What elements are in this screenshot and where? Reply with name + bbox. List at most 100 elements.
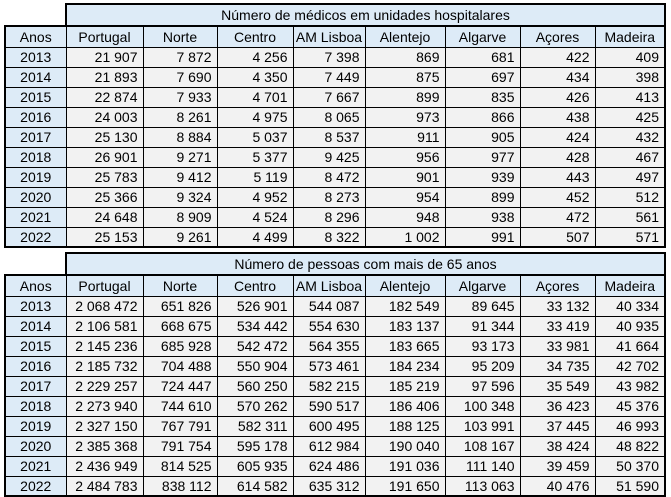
- value-cell: 40 334: [594, 295, 666, 317]
- value-cell: 89 645: [444, 295, 521, 317]
- value-cell: 191 036: [364, 455, 446, 477]
- value-cell: 108 167: [444, 435, 521, 457]
- value-cell: 26 901: [65, 146, 144, 168]
- value-cell: 38 424: [519, 435, 596, 457]
- value-cell: 5 037: [216, 126, 294, 148]
- value-cell: 438: [519, 106, 596, 128]
- col-header-am-lisboa: AM Lisboa: [292, 25, 366, 48]
- value-cell: 8 065: [292, 106, 366, 128]
- year-cell: 2020: [4, 435, 67, 457]
- value-cell: 41 664: [594, 335, 666, 357]
- value-cell: 93 173: [444, 335, 521, 357]
- value-cell: 1 002: [364, 226, 446, 248]
- value-cell: 561: [594, 206, 666, 228]
- value-cell: 901: [364, 166, 446, 188]
- value-cell: 554 630: [292, 315, 366, 337]
- value-cell: 4 975: [216, 106, 294, 128]
- table-block-65anos: Número de pessoas com mais de 65 anos An…: [4, 252, 666, 497]
- table-row: 2020 2 385 368 791 754 595 178 612 984 190 04…: [4, 435, 666, 457]
- value-cell: 948: [364, 206, 446, 228]
- value-cell: 4 499: [216, 226, 294, 248]
- col-header-acores: Açores: [519, 274, 596, 297]
- value-cell: 190 040: [364, 435, 446, 457]
- value-cell: 8 273: [292, 186, 366, 208]
- value-cell: 651 826: [142, 295, 218, 317]
- value-cell: 869: [364, 46, 446, 68]
- value-cell: 4 701: [216, 86, 294, 108]
- year-cell: 2018: [4, 395, 67, 417]
- value-cell: 814 525: [142, 455, 218, 477]
- value-cell: 582 215: [292, 375, 366, 397]
- year-cell: 2017: [4, 126, 67, 148]
- value-cell: 24 003: [65, 106, 144, 128]
- year-cell: 2022: [4, 475, 67, 497]
- value-cell: 614 582: [216, 475, 294, 497]
- value-cell: 507: [519, 226, 596, 248]
- year-cell: 2020: [4, 186, 67, 208]
- value-cell: 4 350: [216, 66, 294, 88]
- value-cell: 542 472: [216, 335, 294, 357]
- table-row: 2018 26 901 9 271 5 377 9 425 956 977 428 467: [4, 146, 666, 168]
- value-cell: 2 145 236: [65, 335, 144, 357]
- value-cell: 97 596: [444, 375, 521, 397]
- value-cell: 425: [594, 106, 666, 128]
- year-cell: 2014: [4, 66, 67, 88]
- value-cell: 570 262: [216, 395, 294, 417]
- value-cell: 22 874: [65, 86, 144, 108]
- value-cell: 875: [364, 66, 446, 88]
- value-cell: 21 907: [65, 46, 144, 68]
- value-cell: 2 385 368: [65, 435, 144, 457]
- value-cell: 7 398: [292, 46, 366, 68]
- value-cell: 991: [444, 226, 521, 248]
- col-header-centro: Centro: [216, 274, 294, 297]
- value-cell: 8 322: [292, 226, 366, 248]
- value-cell: 5 377: [216, 146, 294, 168]
- year-cell: 2015: [4, 86, 67, 108]
- value-cell: 534 442: [216, 315, 294, 337]
- year-cell: 2021: [4, 455, 67, 477]
- value-cell: 605 935: [216, 455, 294, 477]
- value-cell: 45 376: [594, 395, 666, 417]
- value-cell: 25 366: [65, 186, 144, 208]
- value-cell: 956: [364, 146, 446, 168]
- value-cell: 37 445: [519, 415, 596, 437]
- value-cell: 5 119: [216, 166, 294, 188]
- value-cell: 422: [519, 46, 596, 68]
- data-table-65anos: Anos Portugal Norte Centro AM Lisboa Ale…: [4, 274, 666, 497]
- value-cell: 899: [364, 86, 446, 108]
- col-header-am-lisboa: AM Lisboa: [292, 274, 366, 297]
- value-cell: 911: [364, 126, 446, 148]
- value-cell: 183 665: [364, 335, 446, 357]
- value-cell: 4 524: [216, 206, 294, 228]
- value-cell: 977: [444, 146, 521, 168]
- value-cell: 697: [444, 66, 521, 88]
- col-header-alentejo: Alentejo: [364, 25, 446, 48]
- value-cell: 183 137: [364, 315, 446, 337]
- value-cell: 573 461: [292, 355, 366, 377]
- value-cell: 443: [519, 166, 596, 188]
- value-cell: 7 933: [142, 86, 218, 108]
- value-cell: 571: [594, 226, 666, 248]
- value-cell: 51 590: [594, 475, 666, 497]
- table-row: 2016 24 003 8 261 4 975 8 065 973 866 438 425: [4, 106, 666, 128]
- value-cell: 35 549: [519, 375, 596, 397]
- value-cell: 560 250: [216, 375, 294, 397]
- value-cell: 33 419: [519, 315, 596, 337]
- value-cell: 724 447: [142, 375, 218, 397]
- value-cell: 8 537: [292, 126, 366, 148]
- value-cell: 434: [519, 66, 596, 88]
- value-cell: 973: [364, 106, 446, 128]
- value-cell: 2 436 949: [65, 455, 144, 477]
- col-header-acores: Açores: [519, 25, 596, 48]
- year-cell: 2013: [4, 295, 67, 317]
- value-cell: 424: [519, 126, 596, 148]
- value-cell: 39 459: [519, 455, 596, 477]
- year-cell: 2013: [4, 46, 67, 68]
- header-row: Anos Portugal Norte Centro AM Lisboa Ale…: [4, 25, 666, 48]
- value-cell: 188 125: [364, 415, 446, 437]
- value-cell: 48 822: [594, 435, 666, 457]
- value-cell: 550 904: [216, 355, 294, 377]
- value-cell: 43 982: [594, 375, 666, 397]
- value-cell: 497: [594, 166, 666, 188]
- value-cell: 7 690: [142, 66, 218, 88]
